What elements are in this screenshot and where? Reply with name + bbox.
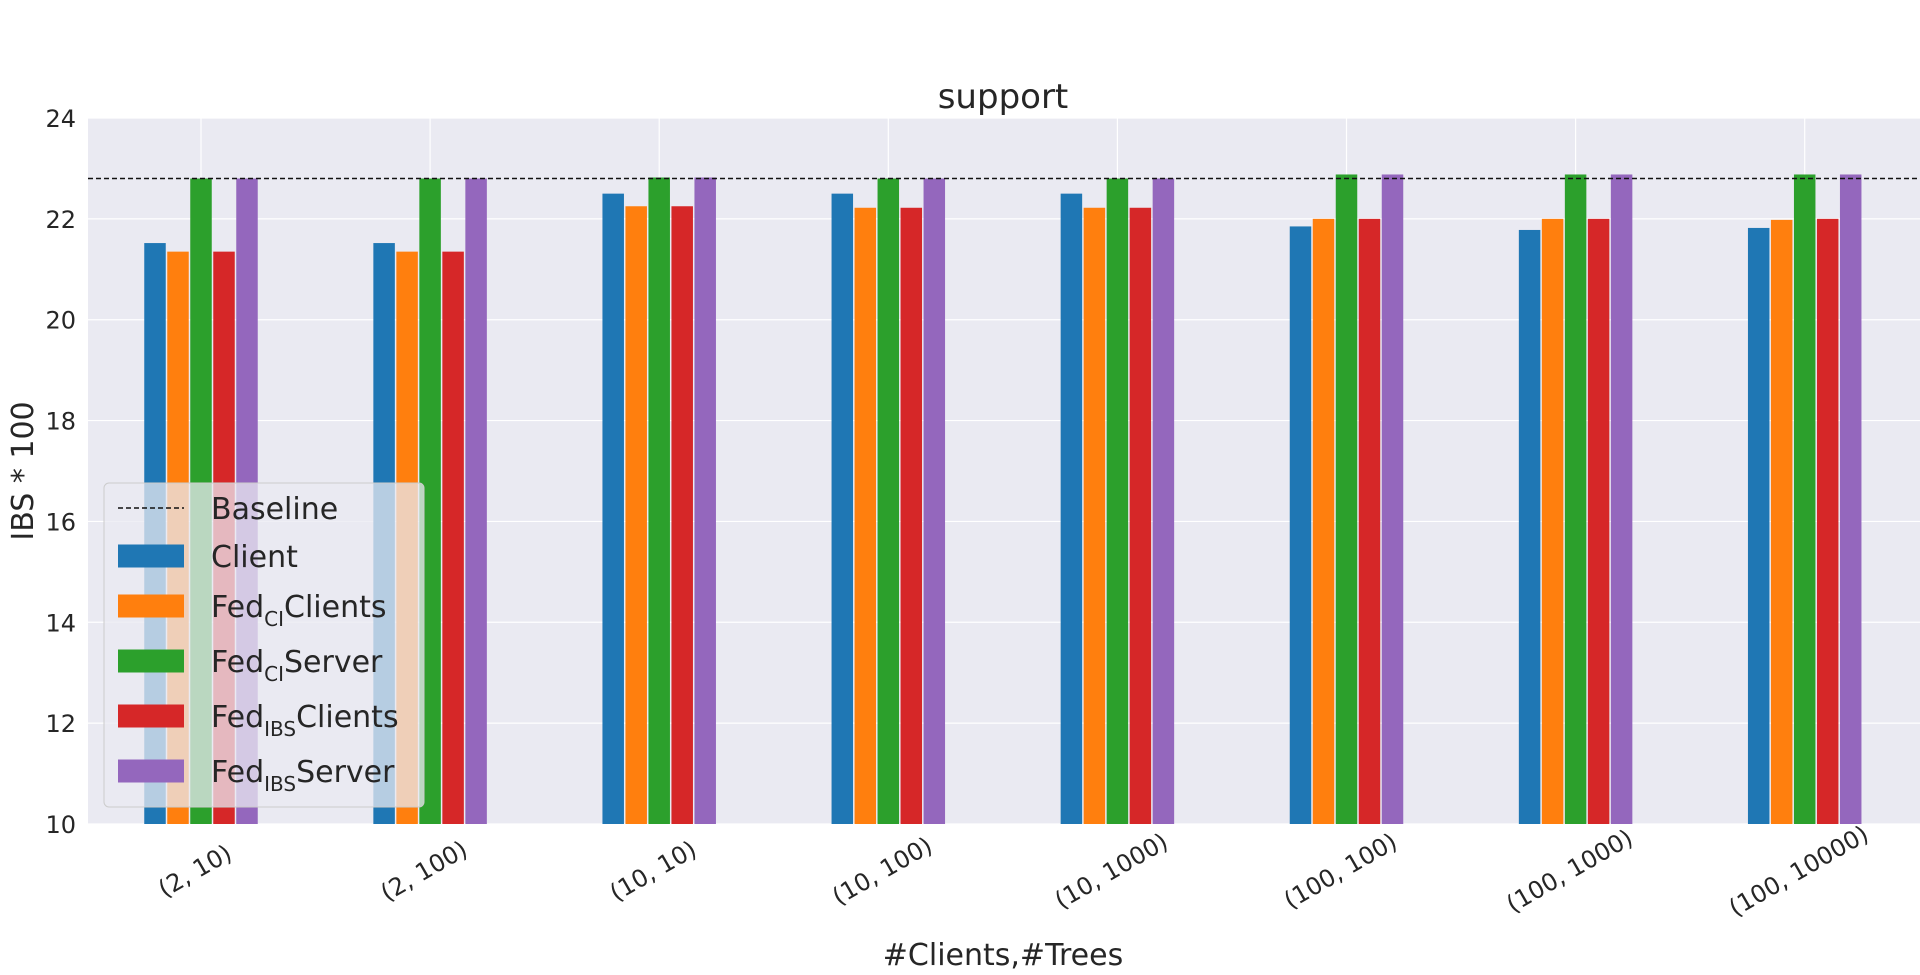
y-tick-label: 24 <box>45 105 76 133</box>
x-tick-label: (100, 10000) <box>1724 820 1873 922</box>
legend-label: FedCIClients <box>211 590 386 631</box>
bar <box>648 177 670 824</box>
chart-title: support <box>938 77 1069 117</box>
x-tick-label: (2, 10) <box>153 839 236 903</box>
legend-label: FedCIServer <box>211 645 383 686</box>
y-tick-label: 18 <box>45 408 76 436</box>
bar <box>923 178 946 824</box>
legend-label: FedIBSClients <box>211 700 399 741</box>
legend-swatch <box>118 704 184 728</box>
y-tick-label: 22 <box>45 206 76 234</box>
bar <box>1770 219 1793 824</box>
x-tick-label: (100, 1000) <box>1502 824 1638 919</box>
bar <box>442 251 464 824</box>
bar <box>1083 207 1106 824</box>
y-axis-label: IBS * 100 <box>6 401 41 540</box>
legend-label: FedIBSServer <box>211 755 395 796</box>
legend-swatch <box>118 649 184 673</box>
x-axis-label: #Clients,#Trees <box>883 938 1123 973</box>
bar <box>602 193 624 825</box>
y-tick-label: 20 <box>45 307 76 335</box>
bar <box>854 207 877 824</box>
bar <box>1152 178 1175 824</box>
bar <box>1335 174 1358 825</box>
y-tick-label: 16 <box>45 508 76 536</box>
bar <box>1816 218 1839 824</box>
bar <box>1060 193 1083 825</box>
legend-swatch <box>118 594 184 618</box>
bar <box>1564 174 1587 825</box>
bar <box>1289 226 1312 824</box>
y-axis-ticks: 10 12 14 16 18 20 22 24 <box>45 105 76 839</box>
bar <box>1518 229 1541 825</box>
legend-swatch <box>118 544 184 568</box>
bar <box>900 207 923 824</box>
bar <box>1541 218 1564 824</box>
x-tick-label: (100, 100) <box>1279 828 1402 915</box>
x-tick-label: (10, 1000) <box>1050 828 1173 915</box>
y-tick-label: 10 <box>45 811 76 839</box>
legend-label: Client <box>211 540 298 575</box>
bar <box>419 178 441 824</box>
bar <box>1358 218 1381 824</box>
x-tick-label: (2, 100) <box>376 835 472 907</box>
bar <box>671 206 693 824</box>
bar <box>831 193 854 825</box>
legend-label: Baseline <box>211 492 338 527</box>
bar <box>465 178 487 824</box>
bar <box>1793 174 1816 825</box>
bar <box>1129 207 1152 824</box>
legend-swatch <box>118 759 184 783</box>
legend: Baseline Client FedCIClients FedCIServer Fed… <box>103 482 425 808</box>
bar <box>1747 227 1770 825</box>
x-tick-label: (10, 10) <box>605 835 701 907</box>
bar <box>625 206 647 824</box>
bar <box>1839 174 1862 825</box>
y-tick-label: 14 <box>45 609 76 637</box>
x-tick-label: (10, 100) <box>828 831 938 910</box>
bar <box>1381 174 1404 825</box>
bar <box>1312 218 1335 824</box>
bar <box>1106 178 1129 824</box>
bar <box>1610 174 1633 825</box>
bar <box>694 177 716 824</box>
y-tick-label: 12 <box>45 710 76 738</box>
bar <box>1587 218 1610 824</box>
bar <box>877 178 900 824</box>
x-axis-ticks: (2, 10) (2, 100) (10, 10) (10, 100) (10, 100… <box>153 820 1873 922</box>
